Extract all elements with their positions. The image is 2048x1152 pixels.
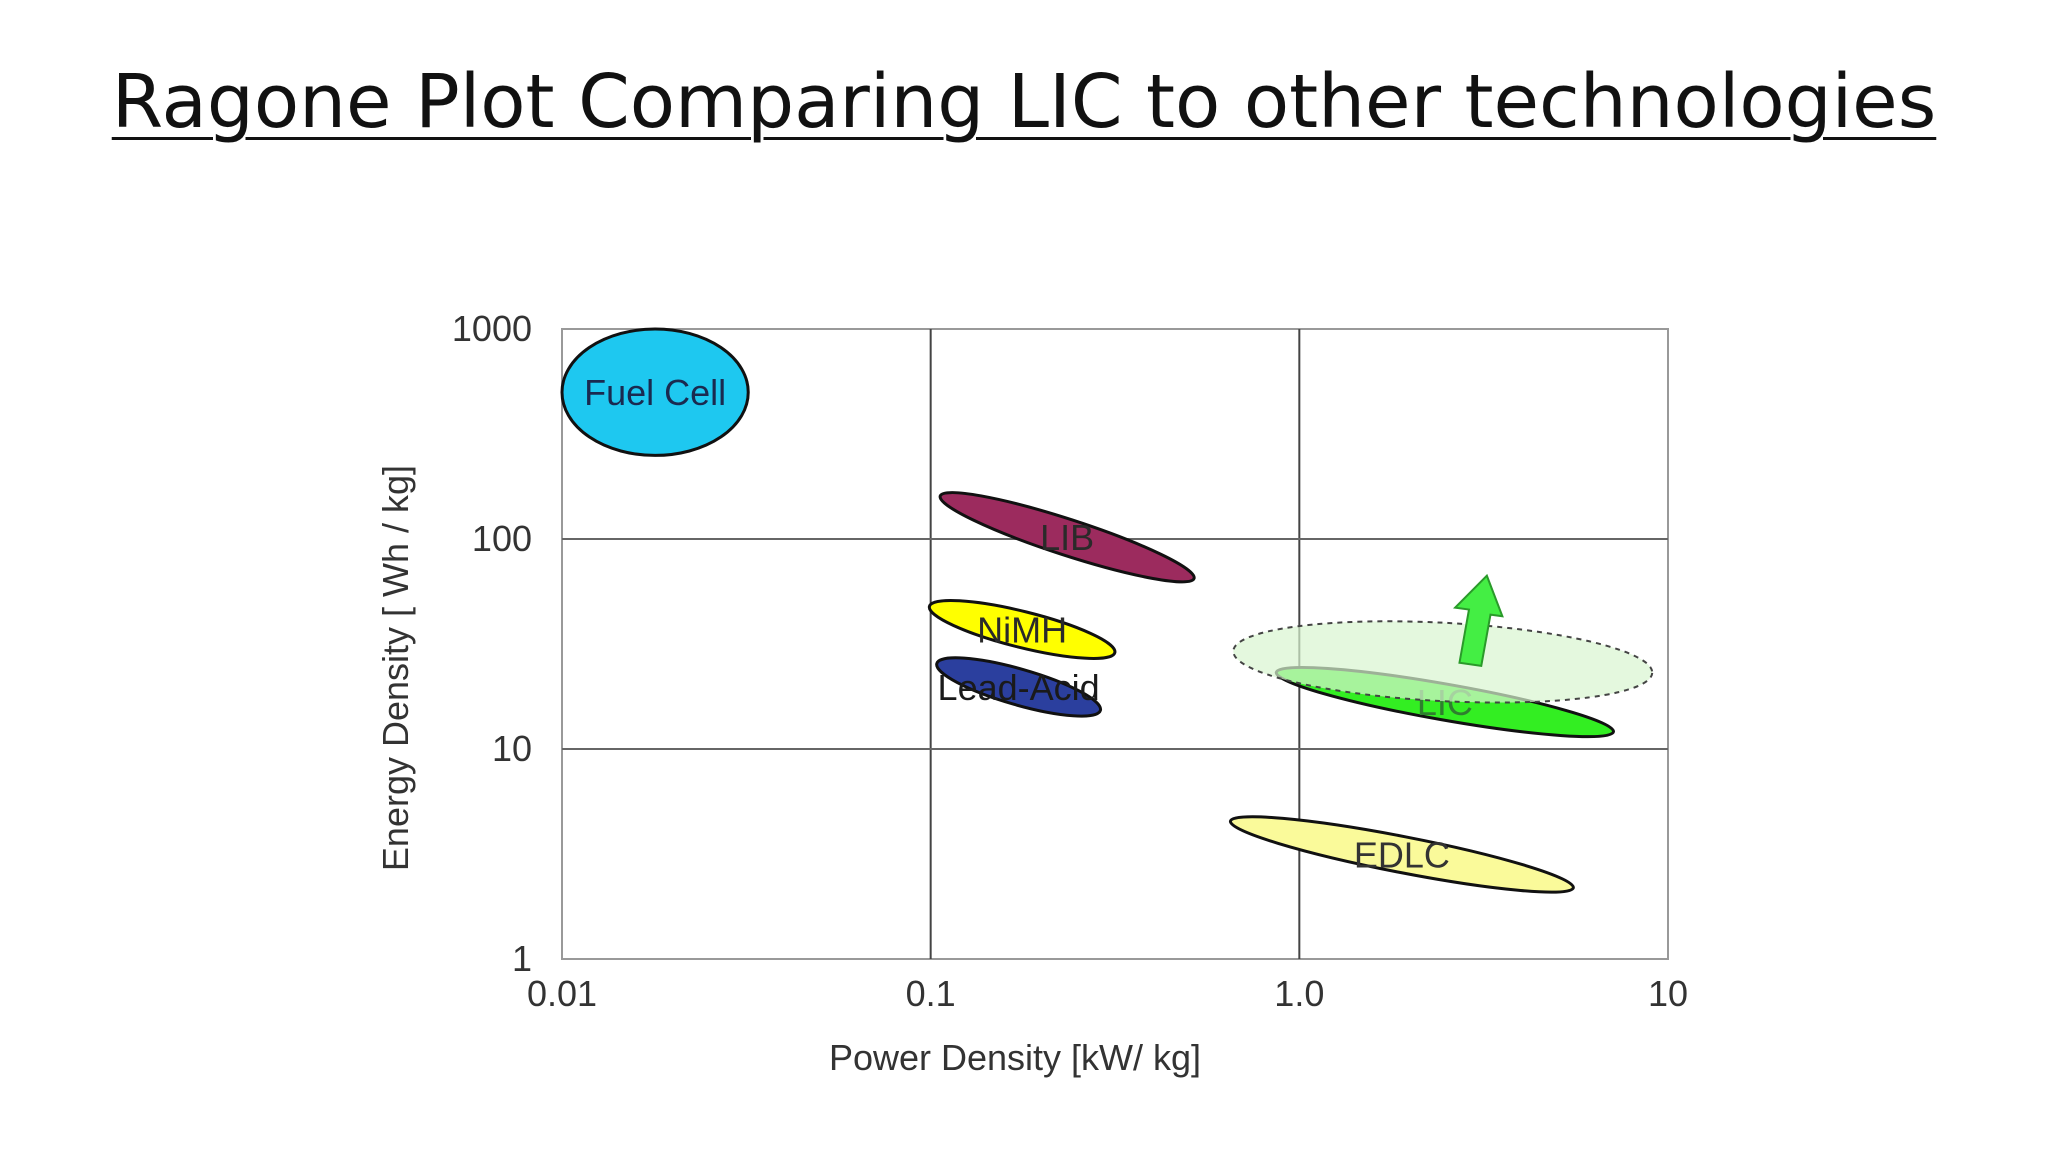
region-edlc: EDLC — [1228, 815, 1575, 894]
region-label: Fuel Cell — [584, 372, 726, 413]
tick-labels: 0.01 0.1 1.0 10 1 10 100 1000 — [452, 308, 1688, 1014]
slide-title: Ragone Plot Comparing LIC to other techn… — [0, 59, 2048, 145]
x-tick-label: 1.0 — [1274, 973, 1324, 1014]
region-label: Lead-Acid — [938, 667, 1100, 708]
region-shape — [1232, 620, 1654, 704]
y-axis-label: Energy Density [ Wh / kg] — [375, 465, 416, 871]
y-tick-label: 1000 — [452, 308, 532, 349]
region-lib: LIB — [938, 491, 1196, 584]
region-fuel-cell: Fuel Cell — [560, 327, 750, 457]
y-tick-label: 1 — [512, 938, 532, 979]
region-shape — [935, 656, 1103, 718]
x-tick-label: 0.1 — [906, 973, 956, 1014]
x-tick-label: 0.01 — [527, 973, 597, 1014]
x-axis-label: Power Density [kW/ kg] — [829, 1037, 1201, 1078]
x-tick-label: 10 — [1648, 973, 1688, 1014]
region-nimh: NiMH — [927, 599, 1117, 660]
region-label: NiMH — [977, 609, 1067, 650]
up-arrow-icon — [1452, 573, 1504, 667]
region-shape — [1228, 815, 1575, 894]
region-label: EDLC — [1354, 834, 1450, 875]
region-label: LIB — [1040, 517, 1094, 558]
region-shape — [560, 327, 750, 457]
region-lead-acid: Lead-Acid — [935, 656, 1103, 718]
y-tick-label: 100 — [472, 518, 532, 559]
y-tick-label: 10 — [492, 728, 532, 769]
slide-title-text: Ragone Plot Comparing LIC to other techn… — [111, 59, 1937, 145]
region-shape — [938, 491, 1196, 584]
region-projected-lic — [1232, 620, 1654, 704]
region-shape — [927, 599, 1117, 660]
